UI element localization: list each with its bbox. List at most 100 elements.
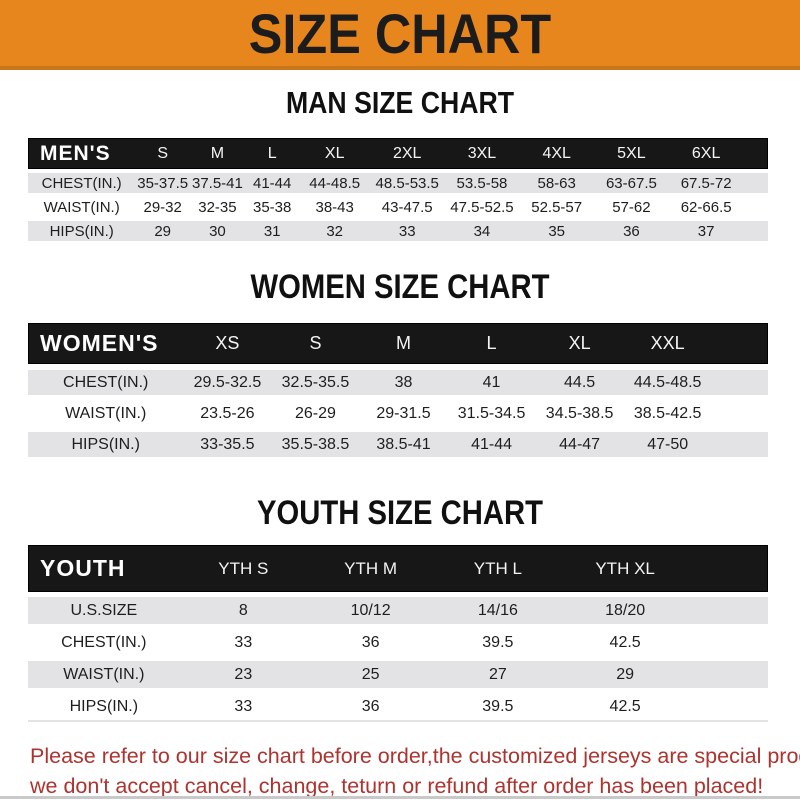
table-cell: 32 bbox=[326, 222, 344, 240]
table-cell: 32-35 bbox=[198, 198, 237, 216]
disclaimer-text: Please refer to our size chart before or… bbox=[30, 741, 800, 801]
women-size-table: WOMEN'S XS S M L XL XXL CHEST(IN.) 29.5-32.5 32.5… bbox=[28, 323, 768, 457]
table-cell: 33 bbox=[234, 633, 253, 651]
table-cell: 62-66.5 bbox=[680, 198, 732, 216]
table-cell: 47-50 bbox=[647, 435, 689, 453]
size-column-header: M bbox=[210, 144, 225, 162]
men-size-table: MEN'S S M L XL 2XL 3XL 4XL 5XL 6XL CHEST(IN.) 35-37… bbox=[28, 138, 768, 241]
table-cell: 34 bbox=[473, 222, 491, 240]
table-cell: 39.5 bbox=[482, 633, 514, 651]
table-cell: 35 bbox=[548, 222, 566, 240]
table-cell: 57-62 bbox=[612, 198, 651, 216]
youth-size-section: YOUTH SIZE CHART YOUTH YTH S YTH M YTH L YTH… bbox=[0, 493, 800, 722]
table-cell: 44.5 bbox=[564, 373, 596, 391]
table-cell: 33 bbox=[398, 222, 416, 240]
table-row: CHEST(IN.) 33 36 39.5 42.5 bbox=[28, 629, 768, 656]
table-header-bar: WOMEN'S XS S M L XL XXL bbox=[28, 323, 768, 364]
table-cell: 36 bbox=[361, 633, 380, 651]
table-cell: 37 bbox=[697, 222, 715, 240]
row-label: U.S.SIZE bbox=[70, 601, 138, 619]
table-cell: 52.5-57 bbox=[531, 198, 583, 216]
table-cell: 47.5-52.5 bbox=[450, 198, 514, 216]
table-cell: 14/16 bbox=[477, 601, 518, 619]
table-cell: 44.5-48.5 bbox=[633, 373, 702, 391]
table-cell: 41-44 bbox=[252, 174, 292, 192]
size-column-header: YTH M bbox=[344, 558, 398, 578]
table-cell: 38 bbox=[394, 373, 413, 391]
table-cell: 35-37.5 bbox=[137, 174, 189, 192]
table-cell: 27 bbox=[488, 665, 507, 683]
table-cell: 63-67.5 bbox=[605, 174, 657, 192]
youth-section-heading: YOUTH SIZE CHART bbox=[257, 494, 543, 532]
row-label: CHEST(IN.) bbox=[61, 633, 147, 651]
row-label: CHEST(IN.) bbox=[41, 174, 122, 192]
table-cell: 42.5 bbox=[609, 633, 641, 651]
youth-size-table: YOUTH YTH S YTH M YTH L YTH XL U.S.SIZE 8 10/12… bbox=[28, 545, 768, 722]
table-cell: 38.5-42.5 bbox=[633, 404, 702, 422]
size-column-header: L bbox=[486, 333, 497, 353]
table-cell: 38-43 bbox=[315, 198, 354, 216]
size-column-header: L bbox=[267, 144, 277, 162]
table-row: CHEST(IN.) 29.5-32.5 32.5-35.5 38 41 44.5 44.5… bbox=[28, 370, 768, 395]
disclaimer-line-2: we don't accept cancel, change, teturn o… bbox=[30, 774, 764, 798]
table-cell: 29 bbox=[616, 665, 635, 683]
table-row: WAIST(IN.) 29-32 32-35 35-38 38-43 43-47.5 47.… bbox=[28, 197, 768, 217]
size-column-header: 2XL bbox=[392, 144, 422, 162]
table-cell: 67.5-72 bbox=[680, 174, 732, 192]
size-column-header: 4XL bbox=[542, 144, 571, 162]
size-column-header: YTH XL bbox=[595, 558, 655, 578]
table-cell: 41-44 bbox=[471, 435, 513, 453]
size-column-header: XL bbox=[568, 333, 591, 353]
women-section-heading: WOMEN SIZE CHART bbox=[250, 268, 550, 306]
table-cell: 30 bbox=[209, 222, 226, 240]
size-column-header: 5XL bbox=[617, 144, 646, 162]
size-column-header: S bbox=[157, 144, 168, 162]
table-cell: 29-31.5 bbox=[376, 404, 431, 422]
table-cell: 33-35.5 bbox=[200, 435, 255, 453]
size-chart-banner: SIZE CHART bbox=[0, 0, 800, 70]
size-column-header: 6XL bbox=[691, 144, 721, 162]
table-cell: 35-38 bbox=[252, 198, 292, 216]
table-cell: 29 bbox=[154, 222, 172, 240]
table-header-bar: YOUTH YTH S YTH M YTH L YTH XL bbox=[28, 545, 768, 592]
table-cell: 58-63 bbox=[537, 174, 576, 192]
size-column-header: M bbox=[396, 333, 411, 353]
table-cell: 39.5 bbox=[482, 697, 514, 715]
row-label: HIPS(IN.) bbox=[71, 435, 140, 453]
size-column-header: YTH S bbox=[218, 558, 269, 578]
disclaimer-line-1: Please refer to our size chart before or… bbox=[30, 744, 800, 768]
row-label: HIPS(IN.) bbox=[49, 222, 114, 240]
table-row: U.S.SIZE 8 10/12 14/16 18/20 bbox=[28, 597, 768, 624]
table-cell: 29.5-32.5 bbox=[193, 373, 262, 391]
table-cell: 34.5-38.5 bbox=[545, 404, 614, 422]
table-cell: 23 bbox=[234, 665, 253, 683]
table-cell: 31.5-34.5 bbox=[457, 404, 526, 422]
table-row: WAIST(IN.) 23 25 27 29 bbox=[28, 661, 768, 688]
table-cell: 53.5-58 bbox=[456, 174, 508, 192]
table-cell: 26-29 bbox=[295, 404, 336, 422]
table-cell: 42.5 bbox=[609, 697, 641, 715]
table-cell: 36 bbox=[623, 222, 640, 240]
table-cell: 44-47 bbox=[559, 435, 601, 453]
table-row: CHEST(IN.) 35-37.5 37.5-41 41-44 44-48.5 48.5… bbox=[28, 173, 768, 193]
table-row: HIPS(IN.) 33-35.5 35.5-38.5 38.5-41 41-44 44-… bbox=[28, 432, 768, 457]
table-cell: 37.5-41 bbox=[191, 174, 243, 192]
table-cell: 29-32 bbox=[143, 198, 182, 216]
size-column-header: XL bbox=[324, 144, 345, 162]
row-label: HIPS(IN.) bbox=[69, 697, 139, 715]
table-row: HIPS(IN.) 33 36 39.5 42.5 bbox=[28, 693, 768, 720]
table-header-bar: MEN'S S M L XL 2XL 3XL 4XL 5XL 6XL bbox=[28, 138, 768, 169]
row-label: CHEST(IN.) bbox=[63, 373, 149, 391]
table-corner-label: YOUTH bbox=[40, 555, 126, 581]
men-section-heading: MAN SIZE CHART bbox=[285, 85, 515, 120]
table-cell: 35.5-38.5 bbox=[281, 435, 350, 453]
table-cell: 23.5-26 bbox=[200, 404, 255, 422]
table-cell: 44-48.5 bbox=[309, 174, 361, 192]
table-corner-label: WOMEN'S bbox=[40, 330, 159, 356]
size-column-header: YTH L bbox=[473, 558, 522, 578]
women-size-section: WOMEN SIZE CHART WOMEN'S XS S M L XL XXL CHEST(… bbox=[0, 267, 800, 457]
size-column-header: XXL bbox=[650, 333, 685, 353]
table-row: HIPS(IN.) 29 30 31 32 33 34 35 36 37 bbox=[28, 221, 768, 241]
size-column-header: 3XL bbox=[467, 144, 497, 162]
row-label: WAIST(IN.) bbox=[43, 198, 120, 216]
